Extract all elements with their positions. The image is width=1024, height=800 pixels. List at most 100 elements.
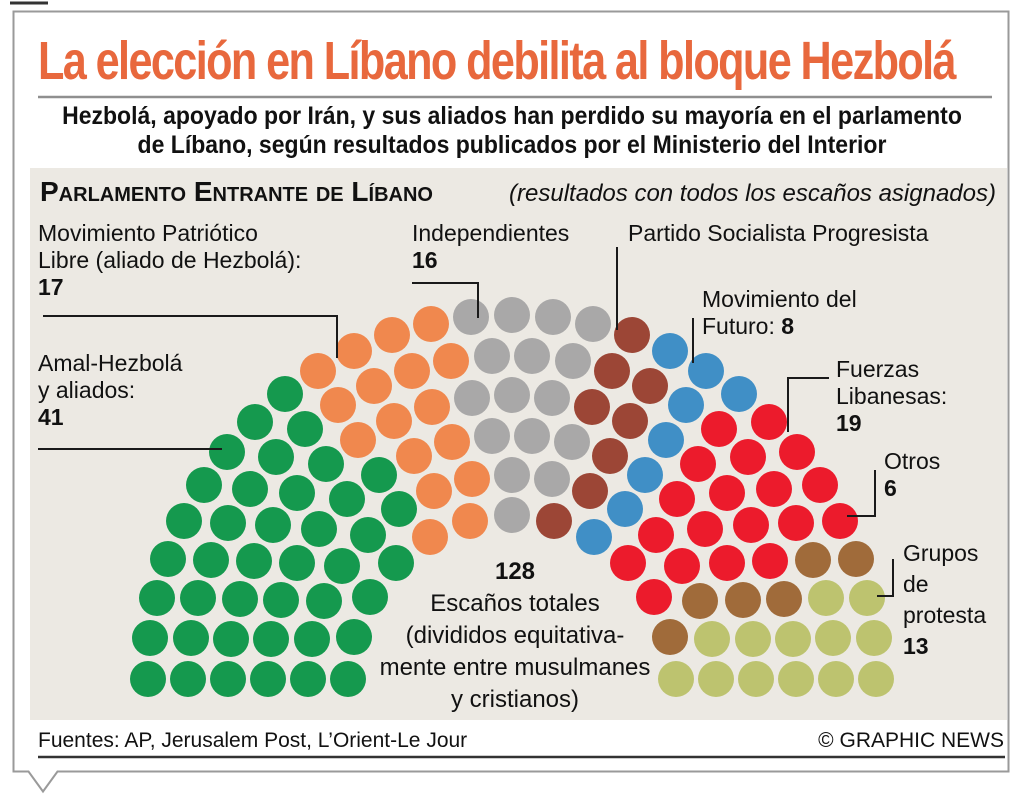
note-line: Escaños totales (430, 590, 600, 617)
seat-count: 19 (836, 410, 862, 436)
seat-dot (858, 661, 894, 697)
label-text: Independientes (412, 220, 570, 246)
label-fuerzas-libanesas: Fuerzas Libanesas: 19 (836, 356, 947, 437)
seat-dot (607, 491, 644, 528)
label-text: Amal-Hezbolá (38, 350, 183, 376)
seat-dot (611, 402, 648, 439)
seat-dot (708, 544, 745, 581)
seat-dot (279, 475, 316, 512)
seat-dot (305, 582, 342, 619)
label-text: Partido Socialista Progresista (628, 220, 929, 246)
seat-dot (451, 502, 488, 539)
subtitle-line-2: de Líbano, según resultados publicados p… (137, 131, 887, 159)
label-otros: Otros 6 (884, 448, 940, 502)
seat-dot (150, 540, 187, 577)
seat-dot (267, 376, 304, 413)
seat-dot (340, 422, 377, 459)
seat-dot (777, 504, 814, 541)
seat-dot (778, 434, 815, 471)
seat-dot (700, 411, 737, 448)
seat-dot (172, 620, 209, 657)
seat-dot (170, 661, 206, 697)
seat-dot (413, 388, 450, 425)
seat-dot (738, 661, 774, 697)
seat-dot (574, 388, 610, 425)
note-line: (divididos equitativa- (405, 622, 625, 649)
seat-dot (349, 516, 386, 553)
seat-dot (576, 518, 612, 555)
seat-dot (679, 446, 716, 483)
seat-dot (231, 470, 268, 507)
seat-dot (694, 621, 731, 658)
label-text: Fuerzas (836, 356, 920, 382)
seat-dot (631, 367, 668, 404)
seat-dot (293, 621, 330, 658)
seat-dot (180, 580, 217, 617)
seat-dot (638, 516, 675, 553)
label-text: protesta (903, 602, 987, 628)
seat-count: 13 (903, 633, 929, 659)
seat-dot (454, 460, 491, 497)
seat-count: 8 (781, 313, 795, 339)
seat-dot (730, 439, 767, 476)
seat-dot (473, 337, 510, 374)
label-text: Movimiento del (702, 286, 857, 312)
seat-dot (210, 661, 246, 697)
seat-dot (320, 387, 357, 424)
seat-dot (257, 439, 294, 476)
seat-dot (795, 541, 832, 578)
seat-dot (139, 580, 176, 616)
seat-dot (130, 661, 166, 697)
seat-dot (301, 511, 338, 548)
seat-dot (473, 417, 510, 454)
seat-dot (308, 446, 345, 483)
label-text: Libanesas: (836, 383, 948, 409)
seat-dot (494, 457, 530, 493)
seat-dot (393, 352, 430, 389)
seat-dot (534, 299, 571, 336)
seat-dot (821, 503, 858, 540)
label-movimiento-patriotico-libre: Movimiento Patriótico Libre (aliado de H… (38, 220, 301, 301)
seat-dot (732, 507, 769, 544)
label-text: Futuro: (702, 313, 782, 339)
seat-dot (212, 620, 249, 657)
seat-dot (724, 581, 761, 618)
seat-dot (647, 422, 684, 459)
seat-dot (698, 661, 734, 697)
label-partido-socialista-progresista: Partido Socialista Progresista (628, 220, 928, 247)
seat-dot (614, 317, 651, 354)
seat-dot (533, 460, 570, 497)
label-text: Otros (884, 448, 941, 474)
sources-line: Fuentes: AP, Jerusalem Post, L’Orient-Le… (38, 729, 468, 752)
seat-dot (494, 377, 530, 413)
seat-count: 16 (412, 247, 438, 273)
seat-dot (263, 581, 300, 618)
seat-dot (659, 481, 696, 518)
seat-dot (279, 544, 316, 581)
seat-dot (514, 417, 551, 454)
seat-dot (380, 491, 417, 528)
seat-dot (412, 518, 448, 555)
seat-dot (453, 379, 490, 416)
total-seats-value: 128 (494, 558, 536, 585)
seat-dot (651, 333, 688, 370)
seat-count: 41 (38, 404, 64, 430)
seat-dot (682, 582, 719, 619)
label-amal-hezbola: Amal-Hezbolá y aliados: 41 (38, 350, 182, 431)
seat-dot (413, 306, 449, 343)
seat-dot (494, 297, 530, 333)
seat-dot (594, 352, 631, 389)
label-text: Libre (aliado de Hezbolá): (38, 247, 302, 273)
seat-dot (494, 497, 530, 533)
seat-dot (855, 620, 892, 657)
seat-dot (553, 424, 590, 461)
seat-dot (687, 352, 724, 389)
subtitle-line-1: Hezbolá, apoyado por Irán, y sus aliados… (62, 102, 962, 130)
seat-dot (778, 661, 814, 697)
page-title: La elección en Líbano debilita al bloque… (38, 31, 957, 91)
seat-dot (752, 543, 789, 580)
seat-dot (255, 507, 292, 544)
seat-dot (574, 306, 611, 343)
seat-dot (592, 437, 628, 474)
